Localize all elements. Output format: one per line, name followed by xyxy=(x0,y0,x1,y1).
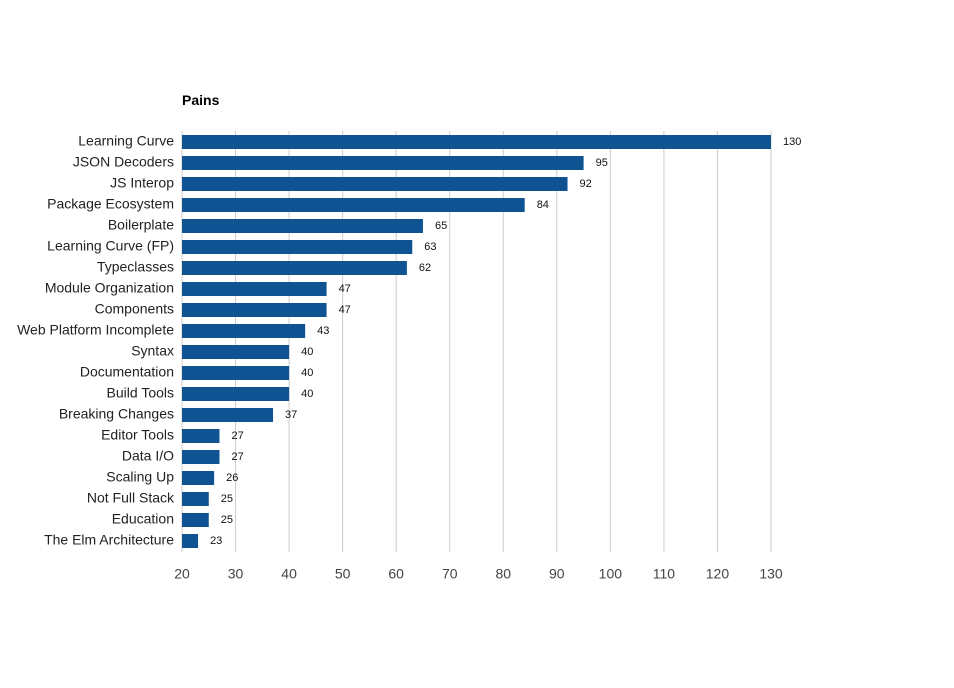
x-tick-label: 100 xyxy=(599,566,623,582)
data-label: 25 xyxy=(221,514,233,526)
data-label: 130 xyxy=(783,136,801,148)
x-tick-label: 130 xyxy=(759,566,783,582)
category-label: Education xyxy=(112,511,174,527)
data-label: 27 xyxy=(231,451,243,463)
bar xyxy=(182,408,274,422)
x-tick-label: 50 xyxy=(335,566,351,582)
data-label: 43 xyxy=(317,325,329,337)
data-label: 40 xyxy=(301,388,313,400)
x-tick-label: 60 xyxy=(388,566,404,582)
category-label: Learning Curve xyxy=(78,133,174,149)
category-label: Web Platform Incomplete xyxy=(17,322,174,338)
x-tick-label: 90 xyxy=(549,566,565,582)
data-label: 40 xyxy=(301,346,313,358)
data-label: 47 xyxy=(339,283,351,295)
data-label: 95 xyxy=(596,157,608,169)
bar xyxy=(182,177,568,191)
bar xyxy=(182,366,290,380)
data-label: 84 xyxy=(537,199,549,211)
bar xyxy=(182,345,290,359)
x-tick-label: 80 xyxy=(495,566,511,582)
category-label: Syntax xyxy=(131,343,174,359)
category-label: JSON Decoders xyxy=(73,154,174,170)
data-label: 23 xyxy=(210,535,222,547)
category-label: Package Ecosystem xyxy=(47,196,174,212)
bar xyxy=(182,387,290,401)
data-label: 26 xyxy=(226,472,238,484)
bar xyxy=(182,198,525,212)
x-tick-label: 120 xyxy=(706,566,730,582)
x-tick-label: 30 xyxy=(228,566,244,582)
x-tick-label: 20 xyxy=(174,566,190,582)
category-label: Not Full Stack xyxy=(87,490,175,506)
category-label: Breaking Changes xyxy=(59,406,174,422)
category-label: JS Interop xyxy=(110,175,174,191)
category-label: The Elm Architecture xyxy=(44,532,174,548)
x-tick-label: 70 xyxy=(442,566,458,582)
category-label: Module Organization xyxy=(45,280,174,296)
x-tick-label: 110 xyxy=(653,566,676,582)
category-label: Typeclasses xyxy=(97,259,174,275)
x-tick-label: 40 xyxy=(281,566,297,582)
category-label: Boilerplate xyxy=(108,217,174,233)
bar xyxy=(182,303,327,317)
category-labels: Learning Curve JSON Decoders JS Interop Pac… xyxy=(17,133,175,548)
bar xyxy=(182,240,413,254)
bar xyxy=(182,450,220,464)
grid-lines xyxy=(181,131,772,552)
bar xyxy=(182,135,771,149)
bar xyxy=(182,261,407,275)
category-label: Editor Tools xyxy=(101,427,174,443)
category-label: Components xyxy=(95,301,174,317)
data-label: 47 xyxy=(339,304,351,316)
bar xyxy=(182,324,306,338)
category-label: Scaling Up xyxy=(106,469,174,485)
data-label: 63 xyxy=(424,241,436,253)
bar xyxy=(182,513,209,527)
category-label: Build Tools xyxy=(107,385,174,401)
bar xyxy=(182,219,423,233)
category-label: Data I/O xyxy=(122,448,174,464)
data-label: 25 xyxy=(221,493,233,505)
category-label: Learning Curve (FP) xyxy=(47,238,174,254)
data-labels: 130 95 92 84 65 63 62 47 47 43 40 40 40 37 27 27 26 25 25 2… xyxy=(210,136,801,547)
bar xyxy=(182,429,220,443)
data-label: 27 xyxy=(231,430,243,442)
data-label: 92 xyxy=(580,178,592,190)
bar xyxy=(182,534,199,548)
data-label: 62 xyxy=(419,262,431,274)
data-label: 37 xyxy=(285,409,297,421)
data-label: 65 xyxy=(435,220,447,232)
bars xyxy=(182,135,771,548)
chart-title: Pains xyxy=(182,92,220,108)
bar xyxy=(182,471,215,485)
category-label: Documentation xyxy=(80,364,174,380)
data-label: 40 xyxy=(301,367,313,379)
bar xyxy=(182,492,209,506)
bar xyxy=(182,156,584,170)
bar xyxy=(182,282,327,296)
x-axis-tick-labels: 20 30 40 50 60 70 80 90 100 110 120 130 xyxy=(174,566,783,582)
